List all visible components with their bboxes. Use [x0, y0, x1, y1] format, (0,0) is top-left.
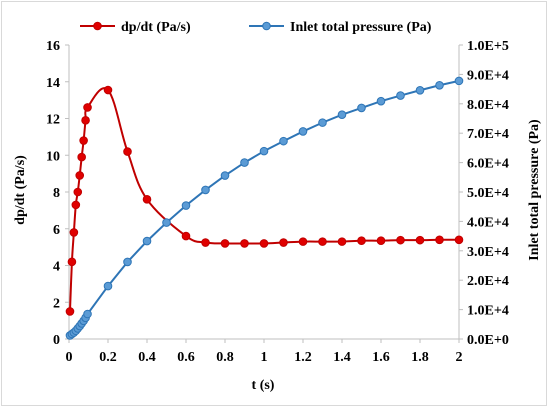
x-tick-label: 1.6 [372, 350, 390, 365]
data-point [142, 195, 152, 204]
series-inlet-pressure [65, 76, 464, 340]
data-point [454, 235, 464, 245]
data-point [415, 85, 425, 95]
data-point [240, 239, 249, 248]
data-point [279, 136, 288, 146]
series-dpdt [65, 85, 464, 316]
data-point [396, 235, 405, 245]
x-axis-title: t (s) [252, 378, 275, 393]
data-point [337, 237, 347, 246]
y-right-tick-label: 4.0E+4 [467, 215, 509, 230]
y-right-tick-label: 0.0E+0 [467, 333, 509, 348]
legend-label-dpdt: dp/dt (Pa/s) [121, 20, 191, 35]
legend-label-inlet-pressure: Inlet total pressure (Pa) [290, 20, 432, 35]
y-left-tick-label: 10 [46, 149, 60, 164]
y-right-tick-label: 7.0E+4 [467, 127, 509, 142]
series-line [68, 87, 460, 312]
data-point [83, 103, 92, 112]
y-left-tick-label: 4 [53, 260, 60, 275]
chart-frame: dp/dt (Pa/s) Inlet total pressure (Pa) 0… [1, 1, 547, 406]
y-right-tick-label: 9.0E+4 [467, 68, 509, 83]
legend-swatch-marker [262, 21, 271, 31]
data-point [83, 309, 92, 319]
x-tick-label: 0.8 [216, 350, 234, 365]
y-right-tick-label: 2.0E+4 [467, 274, 509, 289]
data-point [75, 171, 85, 180]
y-right-tick-label: 5.0E+4 [467, 186, 509, 201]
legend-swatch-marker [93, 21, 102, 31]
legend-item-dpdt: dp/dt (Pa/s) [80, 20, 191, 35]
y-left-tick-label: 0 [53, 333, 60, 348]
x-tick-label: 0 [66, 350, 73, 365]
series-line [69, 79, 460, 337]
legend: dp/dt (Pa/s) Inlet total pressure (Pa) [80, 20, 432, 35]
data-point [240, 158, 249, 167]
x-tick-label: 0.2 [99, 350, 117, 365]
plot-series [65, 76, 464, 340]
data-point [181, 201, 191, 210]
y-left-tick-label: 14 [46, 76, 60, 91]
data-point [337, 110, 347, 119]
data-point [376, 96, 386, 106]
data-point [376, 236, 386, 245]
y-right-tick-label: 3.0E+4 [467, 245, 509, 260]
y-left-tick-label: 6 [53, 223, 60, 238]
y-left-tick-label: 8 [53, 186, 60, 201]
data-point [123, 147, 132, 156]
y-axis-right-title: Inlet total pressure (Pa) [527, 119, 542, 261]
data-point [77, 152, 86, 162]
data-point [435, 235, 444, 245]
y-left-tick-label: 16 [46, 39, 60, 54]
data-point [279, 238, 288, 247]
data-point [162, 218, 171, 227]
data-point [454, 76, 464, 86]
data-point [123, 257, 132, 267]
x-tick-label: 2 [456, 350, 463, 365]
x-tick-label: 1 [261, 350, 268, 365]
data-point [318, 237, 327, 246]
data-point [71, 200, 81, 210]
data-point [318, 118, 327, 127]
y-axis-left-title: dp/dt (Pa/s) [13, 155, 28, 225]
legend-item-inlet-pressure: Inlet total pressure (Pa) [249, 20, 432, 35]
data-point [65, 307, 75, 316]
x-tick-label: 1.2 [294, 350, 312, 365]
x-tick-label: 1.8 [411, 350, 429, 365]
x-tick-label: 0.4 [138, 350, 156, 365]
data-point [69, 228, 79, 237]
data-point [396, 91, 405, 100]
y-right-tick-label: 8.0E+4 [467, 98, 509, 113]
dual-axis-line-chart: dp/dt (Pa/s) Inlet total pressure (Pa) 0… [13, 20, 542, 393]
data-point [73, 187, 83, 197]
data-point [298, 127, 308, 136]
data-point [201, 185, 210, 195]
x-tick-label: 1.4 [333, 350, 351, 365]
data-point [259, 146, 269, 156]
data-point [81, 116, 90, 125]
data-point [357, 236, 366, 245]
y-right-tick-label: 1.0E+5 [467, 39, 509, 54]
data-point [435, 80, 444, 90]
data-point [415, 235, 425, 245]
data-point [201, 238, 210, 247]
data-point [259, 239, 269, 248]
x-tick-label: 0.6 [177, 350, 195, 365]
data-point [79, 136, 88, 145]
data-point [142, 236, 152, 246]
axes: 0 0.2 0.4 0.6 0.8 1 1.2 1.4 1.6 1.8 2 0 2 4 6 8 10 12 14 16… [46, 39, 509, 365]
data-point [103, 85, 113, 95]
data-point [67, 257, 77, 267]
data-point [181, 231, 191, 241]
y-left-tick-label: 2 [53, 296, 60, 311]
data-point [220, 171, 230, 180]
y-left-tick-label: 12 [46, 113, 60, 128]
data-point [220, 239, 230, 248]
data-point [298, 237, 308, 246]
data-point [103, 281, 113, 291]
y-right-tick-label: 6.0E+4 [467, 157, 509, 172]
data-point [357, 103, 366, 113]
y-right-tick-label: 1.0E+4 [467, 304, 509, 319]
